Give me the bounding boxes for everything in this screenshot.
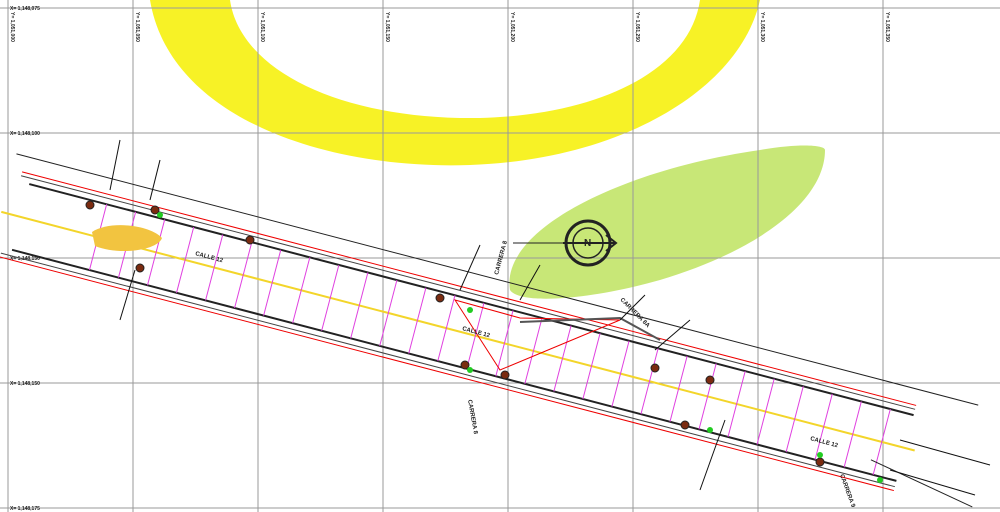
property-line <box>0 256 895 492</box>
section-line <box>350 272 369 339</box>
section-line <box>640 348 659 415</box>
section-line <box>669 355 688 422</box>
valve <box>467 367 473 373</box>
curb <box>11 248 897 482</box>
north-arrow: N <box>513 219 618 267</box>
property-line <box>21 171 917 406</box>
sidewalk-edge <box>20 175 916 410</box>
valve <box>817 452 823 458</box>
grid-label: X= 1,148,075 <box>10 6 40 12</box>
valve <box>707 427 713 433</box>
section-line <box>814 393 833 460</box>
watermark-leaf <box>509 145 825 299</box>
manhole <box>705 375 715 385</box>
leader-line <box>109 139 121 191</box>
side-street-curb <box>519 316 661 341</box>
valve <box>157 212 163 218</box>
section-line <box>524 317 543 384</box>
section-line <box>379 279 398 347</box>
section-line <box>785 386 804 453</box>
grid-label: Y= 1,051,200 <box>509 12 515 42</box>
section-line <box>611 340 630 407</box>
section-line <box>321 264 340 331</box>
leader-line <box>149 159 161 201</box>
section-line <box>756 378 775 445</box>
grid-label: Y= 1,051,100 <box>259 12 265 42</box>
extension-line <box>16 153 979 406</box>
section-line <box>176 226 195 293</box>
centerline <box>1 210 915 452</box>
section-line <box>553 325 572 392</box>
section-line <box>843 401 862 468</box>
valve <box>467 307 473 313</box>
watermark-arc <box>150 0 760 166</box>
grid-label: Y= 1,051,000 <box>9 12 15 42</box>
leader-line <box>899 439 991 466</box>
grid-label: X= 1,148,100 <box>10 131 40 137</box>
manhole <box>460 360 470 370</box>
section-line <box>698 363 717 430</box>
section-line <box>495 310 514 377</box>
section-line <box>408 287 427 354</box>
extension-line <box>870 459 973 508</box>
sidewalk-edge <box>0 252 896 488</box>
grid-label: Y= 1,051,250 <box>634 12 640 42</box>
leader-line <box>889 469 976 496</box>
manhole <box>135 263 145 273</box>
manhole <box>435 293 445 303</box>
leader-line <box>519 264 541 301</box>
manhole <box>815 457 825 467</box>
section-line <box>147 219 166 286</box>
north-pointer <box>563 234 618 252</box>
section-line <box>292 257 311 324</box>
section-line <box>263 249 282 316</box>
manhole <box>650 363 660 373</box>
section-line <box>582 333 601 400</box>
valve <box>877 477 883 483</box>
leader-line <box>654 319 691 351</box>
manhole <box>150 205 160 215</box>
leader-line <box>459 244 481 291</box>
grid-label: Y= 1,051,350 <box>884 12 890 42</box>
manhole <box>245 235 255 245</box>
manhole <box>680 420 690 430</box>
section-line <box>234 242 253 309</box>
section-line <box>466 302 485 369</box>
north-label: N <box>584 238 591 249</box>
fill-area <box>92 225 162 252</box>
leader-line <box>119 269 136 321</box>
section-line <box>872 408 891 475</box>
section-line <box>727 370 746 438</box>
grid-label: X= 1,148,175 <box>10 506 40 512</box>
leader-line <box>699 419 726 491</box>
grid-label: Y= 1,051,300 <box>759 12 765 42</box>
grid-label: X= 1,148,150 <box>10 381 40 387</box>
curb <box>28 183 914 417</box>
grid-label: Y= 1,051,050 <box>134 12 140 42</box>
section-line <box>205 234 224 301</box>
manhole <box>500 370 510 380</box>
grid-label: Y= 1,051,150 <box>384 12 390 42</box>
leader-line <box>619 294 646 321</box>
manhole <box>85 200 95 210</box>
section-line <box>437 295 456 362</box>
